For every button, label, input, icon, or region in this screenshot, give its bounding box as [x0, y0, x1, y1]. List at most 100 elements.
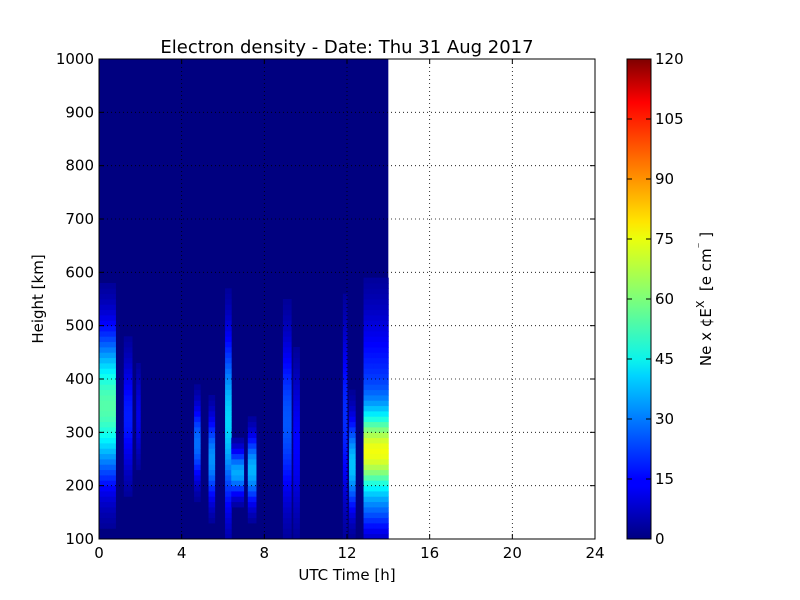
- heatmap-cell: [293, 384, 296, 391]
- heatmap-cell: [282, 331, 286, 337]
- heatmap-cell: [105, 437, 108, 444]
- heatmap-cell: [229, 336, 232, 343]
- heatmap-cell: [233, 437, 236, 444]
- heatmap-cell: [289, 459, 292, 465]
- heatmap-cell: [365, 309, 369, 316]
- heatmap-cell: [125, 464, 129, 471]
- heatmap-cell: [233, 443, 236, 449]
- x-axis-label: UTC Time [h]: [298, 566, 395, 584]
- heatmap-cell: [382, 373, 385, 380]
- heatmap-cell: [297, 459, 300, 465]
- heatmap-cell: [198, 389, 201, 396]
- heatmap-cell: [375, 384, 379, 391]
- heatmap-cell: [293, 496, 296, 503]
- heatmap-cell: [136, 421, 139, 428]
- heatmap-cell: [369, 485, 373, 492]
- heatmap-cell: [103, 453, 106, 460]
- heatmap-cell: [125, 347, 129, 353]
- heatmap-cell: [380, 373, 383, 380]
- heatmap-cell: [375, 315, 379, 321]
- heatmap-cell: [111, 427, 114, 433]
- heatmap-cell: [210, 491, 214, 497]
- heatmap-cell: [138, 437, 141, 444]
- heatmap-cell: [101, 485, 104, 492]
- y-axis-label: Height [km]: [29, 254, 47, 343]
- heatmap-cell: [251, 517, 255, 524]
- heatmap-cell: [225, 512, 228, 519]
- heatmap-cell: [235, 485, 238, 492]
- heatmap-cell: [375, 443, 379, 449]
- heatmap-cell: [351, 512, 354, 519]
- heatmap-cell: [378, 400, 381, 407]
- heatmap-cell: [229, 357, 232, 364]
- heatmap-cell: [136, 411, 139, 417]
- heatmap-cell: [342, 528, 346, 535]
- heatmap-cell: [123, 352, 127, 359]
- heatmap-cell: [125, 384, 129, 391]
- heatmap-cell: [293, 373, 296, 380]
- heatmap-cell: [349, 389, 352, 396]
- heatmap-cell: [282, 325, 286, 332]
- heatmap-cell: [289, 325, 292, 332]
- heatmap-cell: [373, 283, 377, 289]
- heatmap-cell: [384, 464, 387, 471]
- heatmap-cell: [105, 421, 108, 428]
- heatmap-cell: [344, 496, 348, 503]
- heatmap-cell: [289, 523, 292, 529]
- heatmap-cell: [229, 309, 232, 316]
- heatmap-cell: [103, 523, 106, 529]
- heatmap-cell: [382, 427, 385, 433]
- heatmap-cell: [371, 517, 375, 524]
- heatmap-cell: [235, 475, 238, 481]
- heatmap-cell: [210, 421, 214, 428]
- heatmap-cell: [373, 523, 377, 529]
- heatmap-cell: [378, 507, 381, 513]
- heatmap-cell: [208, 448, 211, 455]
- heatmap-cell: [287, 411, 290, 417]
- heatmap-cell: [210, 427, 214, 433]
- heatmap-cell: [375, 288, 379, 295]
- heatmap-cell: [369, 464, 373, 471]
- y-tick-label: 500: [65, 317, 94, 335]
- heatmap-cell: [363, 293, 366, 300]
- heatmap-cell: [99, 363, 102, 369]
- heatmap-cell: [373, 432, 377, 439]
- heatmap-cell: [342, 469, 346, 476]
- heatmap-cell: [208, 480, 211, 487]
- heatmap-cell: [380, 507, 383, 513]
- heatmap-cell: [378, 448, 381, 455]
- heatmap-cell: [342, 373, 346, 380]
- heatmap-cell: [375, 437, 379, 444]
- heatmap-cell: [225, 533, 228, 540]
- heatmap-cell: [136, 437, 139, 444]
- heatmap-cell: [380, 501, 383, 508]
- heatmap-cell: [344, 405, 348, 412]
- heatmap-cell: [363, 443, 366, 449]
- heatmap-cell: [111, 379, 114, 385]
- heatmap-cell: [251, 437, 255, 444]
- heatmap-cell: [99, 517, 102, 524]
- heatmap-cell: [111, 384, 114, 391]
- heatmap-cell: [247, 421, 251, 428]
- heatmap-cell: [373, 347, 377, 353]
- colorbar-label-unit: [e cm: [697, 248, 715, 300]
- heatmap-cell: [386, 475, 389, 481]
- heatmap-cell: [103, 517, 106, 524]
- heatmap-cell: [282, 464, 286, 471]
- heatmap-cell: [295, 517, 298, 524]
- heatmap-cell: [251, 453, 255, 460]
- heatmap-cell: [101, 373, 104, 380]
- heatmap-cell: [212, 496, 216, 503]
- heatmap-cell: [109, 416, 112, 423]
- heatmap-cell: [342, 299, 346, 305]
- heatmap-cell: [229, 368, 232, 375]
- heatmap-cell: [109, 331, 112, 337]
- heatmap-cell: [349, 485, 352, 492]
- heatmap-cell: [344, 416, 348, 423]
- heatmap-cell: [127, 357, 131, 364]
- heatmap-cell: [225, 427, 228, 433]
- heatmap-cell: [386, 395, 389, 401]
- heatmap-cell: [109, 325, 112, 332]
- heatmap-cell: [105, 459, 108, 465]
- heatmap-cell: [136, 443, 139, 449]
